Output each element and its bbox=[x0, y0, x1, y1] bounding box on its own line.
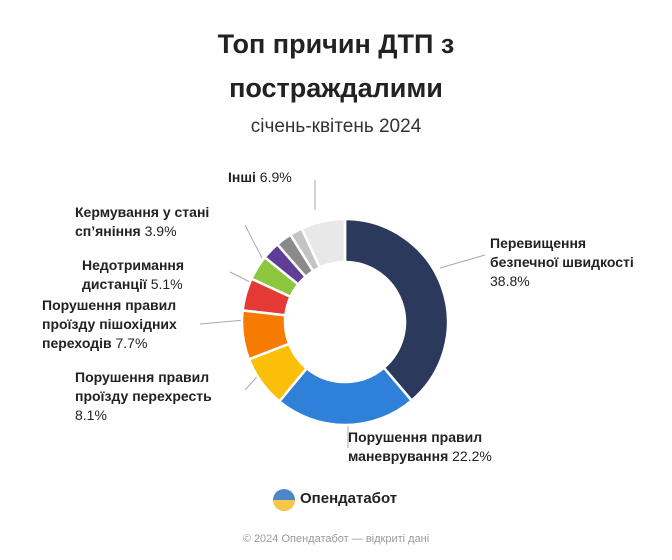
data-label: Перевищення безпечної швидкості 38.8% bbox=[490, 234, 640, 291]
category-label: Кермування у стані сп’яніння bbox=[75, 204, 210, 239]
data-label: Недотримання дистанції 5.1% bbox=[82, 256, 232, 294]
value-label: 8.1% bbox=[75, 407, 107, 423]
data-label: Порушення правил проїзду перехресть 8.1% bbox=[75, 368, 240, 425]
value-label: 22.2% bbox=[452, 448, 492, 464]
value-label: 6.9% bbox=[259, 169, 292, 185]
category-label: Перевищення безпечної швидкості bbox=[490, 235, 634, 270]
data-label: Порушення правил проїзду пішохідних пере… bbox=[42, 296, 207, 353]
value-label: 5.1% bbox=[150, 276, 183, 292]
value-label: 38.8% bbox=[490, 273, 530, 289]
donut-segment bbox=[300, 217, 347, 270]
category-label: Недотримання дистанції bbox=[82, 257, 185, 292]
brand: Опендатабот bbox=[300, 490, 398, 507]
donut-segment bbox=[343, 217, 450, 403]
category-label: Інші bbox=[228, 169, 256, 185]
brand-logo-lower bbox=[273, 500, 295, 511]
footer: © 2024 Опендатабот — відкриті дані bbox=[242, 533, 430, 545]
chart-subtitle: січень-квітень 2024 bbox=[250, 116, 422, 137]
category-label: Порушення правил проїзду пішохідних пере… bbox=[42, 297, 177, 351]
data-label: Кермування у стані сп’яніння 3.9% bbox=[75, 203, 240, 241]
data-label: Інші 6.9% bbox=[228, 168, 318, 187]
value-label: 3.9% bbox=[144, 223, 177, 239]
category-label: Порушення правил маневрування bbox=[348, 429, 483, 464]
chart-title: Топ причин ДТП з постраждалими bbox=[217, 29, 455, 103]
category-label: Порушення правил проїзду перехресть bbox=[75, 369, 212, 404]
value-label: 7.7% bbox=[115, 335, 148, 351]
data-label: Порушення правил маневрування 22.2% bbox=[348, 428, 533, 466]
